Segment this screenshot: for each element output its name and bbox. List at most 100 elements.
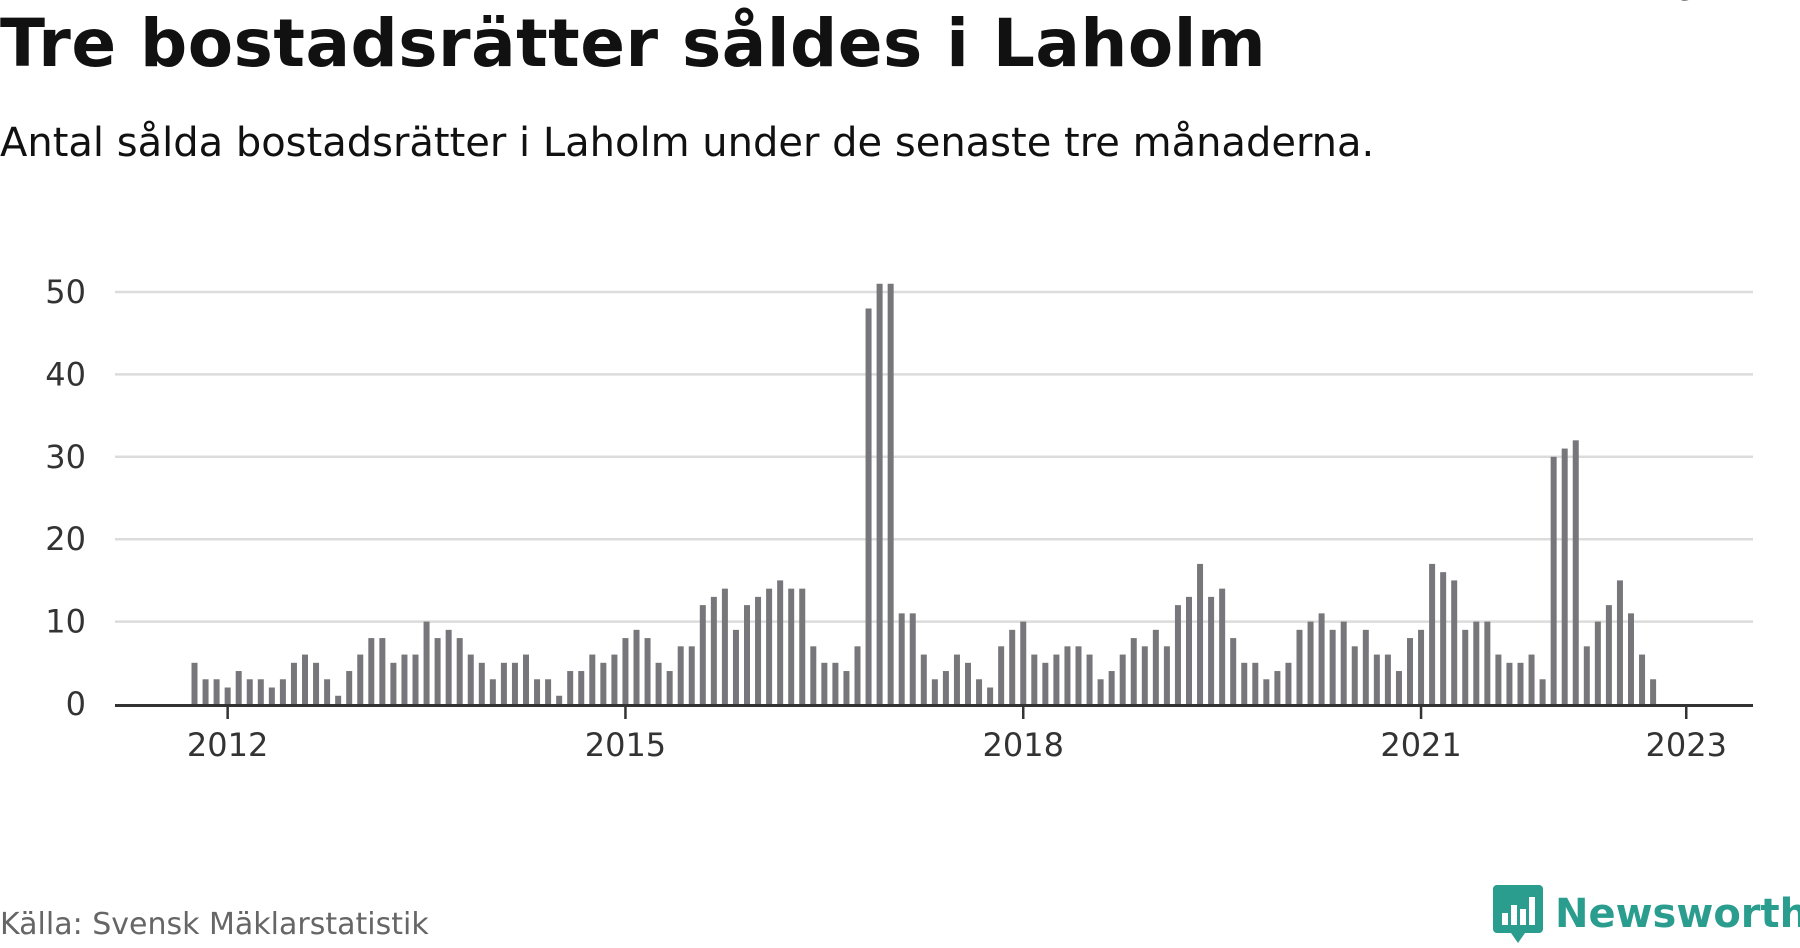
bar xyxy=(1340,621,1347,704)
bar xyxy=(810,646,817,704)
bar xyxy=(666,671,673,704)
bar xyxy=(523,654,529,704)
bar xyxy=(976,679,983,704)
bar xyxy=(1473,621,1480,704)
bar xyxy=(1064,646,1071,704)
bar xyxy=(1616,580,1623,704)
bar xyxy=(600,662,607,704)
bar xyxy=(578,671,585,704)
bar xyxy=(788,588,795,704)
bar xyxy=(611,654,618,704)
bar xyxy=(213,679,220,704)
bar xyxy=(1252,662,1259,704)
x-tick-label: 2023 xyxy=(1646,726,1727,764)
bar xyxy=(390,662,397,704)
highlight-data-label: 3 xyxy=(1676,0,1696,8)
bar xyxy=(843,671,850,704)
bar xyxy=(1429,563,1436,704)
bar xyxy=(1418,629,1425,704)
bar xyxy=(677,646,684,704)
x-tick-label: 2012 xyxy=(187,726,268,764)
bar xyxy=(766,588,773,704)
bar xyxy=(1307,621,1314,704)
bar xyxy=(1075,646,1082,704)
bars xyxy=(191,283,1657,704)
brand: Newsworthy xyxy=(1493,885,1800,943)
bar xyxy=(1583,646,1590,704)
bar xyxy=(1351,646,1358,704)
bar xyxy=(1197,563,1204,704)
bar xyxy=(1462,629,1469,704)
bar xyxy=(1451,580,1458,704)
bar xyxy=(445,629,452,704)
bar xyxy=(1440,572,1447,704)
bar xyxy=(1384,654,1391,704)
x-tick-label: 2018 xyxy=(983,726,1064,764)
bar xyxy=(920,654,927,704)
bar xyxy=(379,638,386,704)
bar xyxy=(1130,638,1137,704)
bar xyxy=(721,588,728,704)
bar xyxy=(1572,440,1579,704)
gridlines xyxy=(115,290,1753,623)
bar xyxy=(655,662,662,704)
bar xyxy=(876,283,883,704)
bar xyxy=(434,638,441,704)
labels: 0 10 20 30 40 50 2012 2015 2018 2021 2023 3 xyxy=(45,0,1727,764)
bar xyxy=(1528,654,1535,704)
bar xyxy=(346,671,353,704)
newsworthy-logo-icon xyxy=(1493,885,1543,943)
bar xyxy=(1318,613,1325,704)
bar xyxy=(821,662,828,704)
bar xyxy=(246,679,253,704)
bar xyxy=(368,638,375,704)
bar xyxy=(1009,629,1016,704)
bar xyxy=(987,687,994,704)
bar xyxy=(1152,629,1159,704)
bar xyxy=(898,613,905,704)
bar xyxy=(744,605,750,704)
bar xyxy=(1484,621,1491,704)
bar xyxy=(1395,671,1402,704)
bar xyxy=(1362,629,1369,704)
bar xyxy=(1594,621,1601,704)
bar xyxy=(865,308,872,704)
y-tick-label: 20 xyxy=(45,520,86,558)
bar xyxy=(456,638,463,704)
bar xyxy=(1561,448,1568,704)
bar xyxy=(998,646,1005,704)
bar xyxy=(1097,679,1104,704)
bar xyxy=(755,596,762,704)
bar xyxy=(1650,679,1657,704)
bar xyxy=(1053,654,1060,704)
bar xyxy=(1517,662,1524,704)
bar xyxy=(467,654,474,704)
bar xyxy=(1208,596,1215,704)
bar xyxy=(699,605,706,704)
bar xyxy=(942,671,949,704)
bar xyxy=(1042,662,1049,704)
bar xyxy=(854,646,861,704)
bar xyxy=(302,654,308,704)
bar xyxy=(511,662,518,704)
bar xyxy=(777,580,784,704)
bar xyxy=(633,629,640,704)
bar xyxy=(644,638,651,704)
bar xyxy=(799,588,806,704)
bar xyxy=(1141,646,1148,704)
chart-title: Tre bostadsrätter såldes i Laholm xyxy=(0,5,1267,82)
y-tick-label: 0 xyxy=(66,685,86,723)
bar xyxy=(1219,588,1226,704)
bar xyxy=(257,679,264,704)
bar xyxy=(335,695,342,704)
bar xyxy=(567,671,574,704)
bar xyxy=(290,662,297,704)
bar xyxy=(423,621,430,704)
bar xyxy=(1263,679,1270,704)
bar xyxy=(534,679,541,704)
bar xyxy=(235,671,242,704)
bar xyxy=(202,679,209,704)
bar xyxy=(710,596,717,704)
chart-subtitle: Antal sålda bostadsrätter i Laholm under… xyxy=(0,120,1375,166)
